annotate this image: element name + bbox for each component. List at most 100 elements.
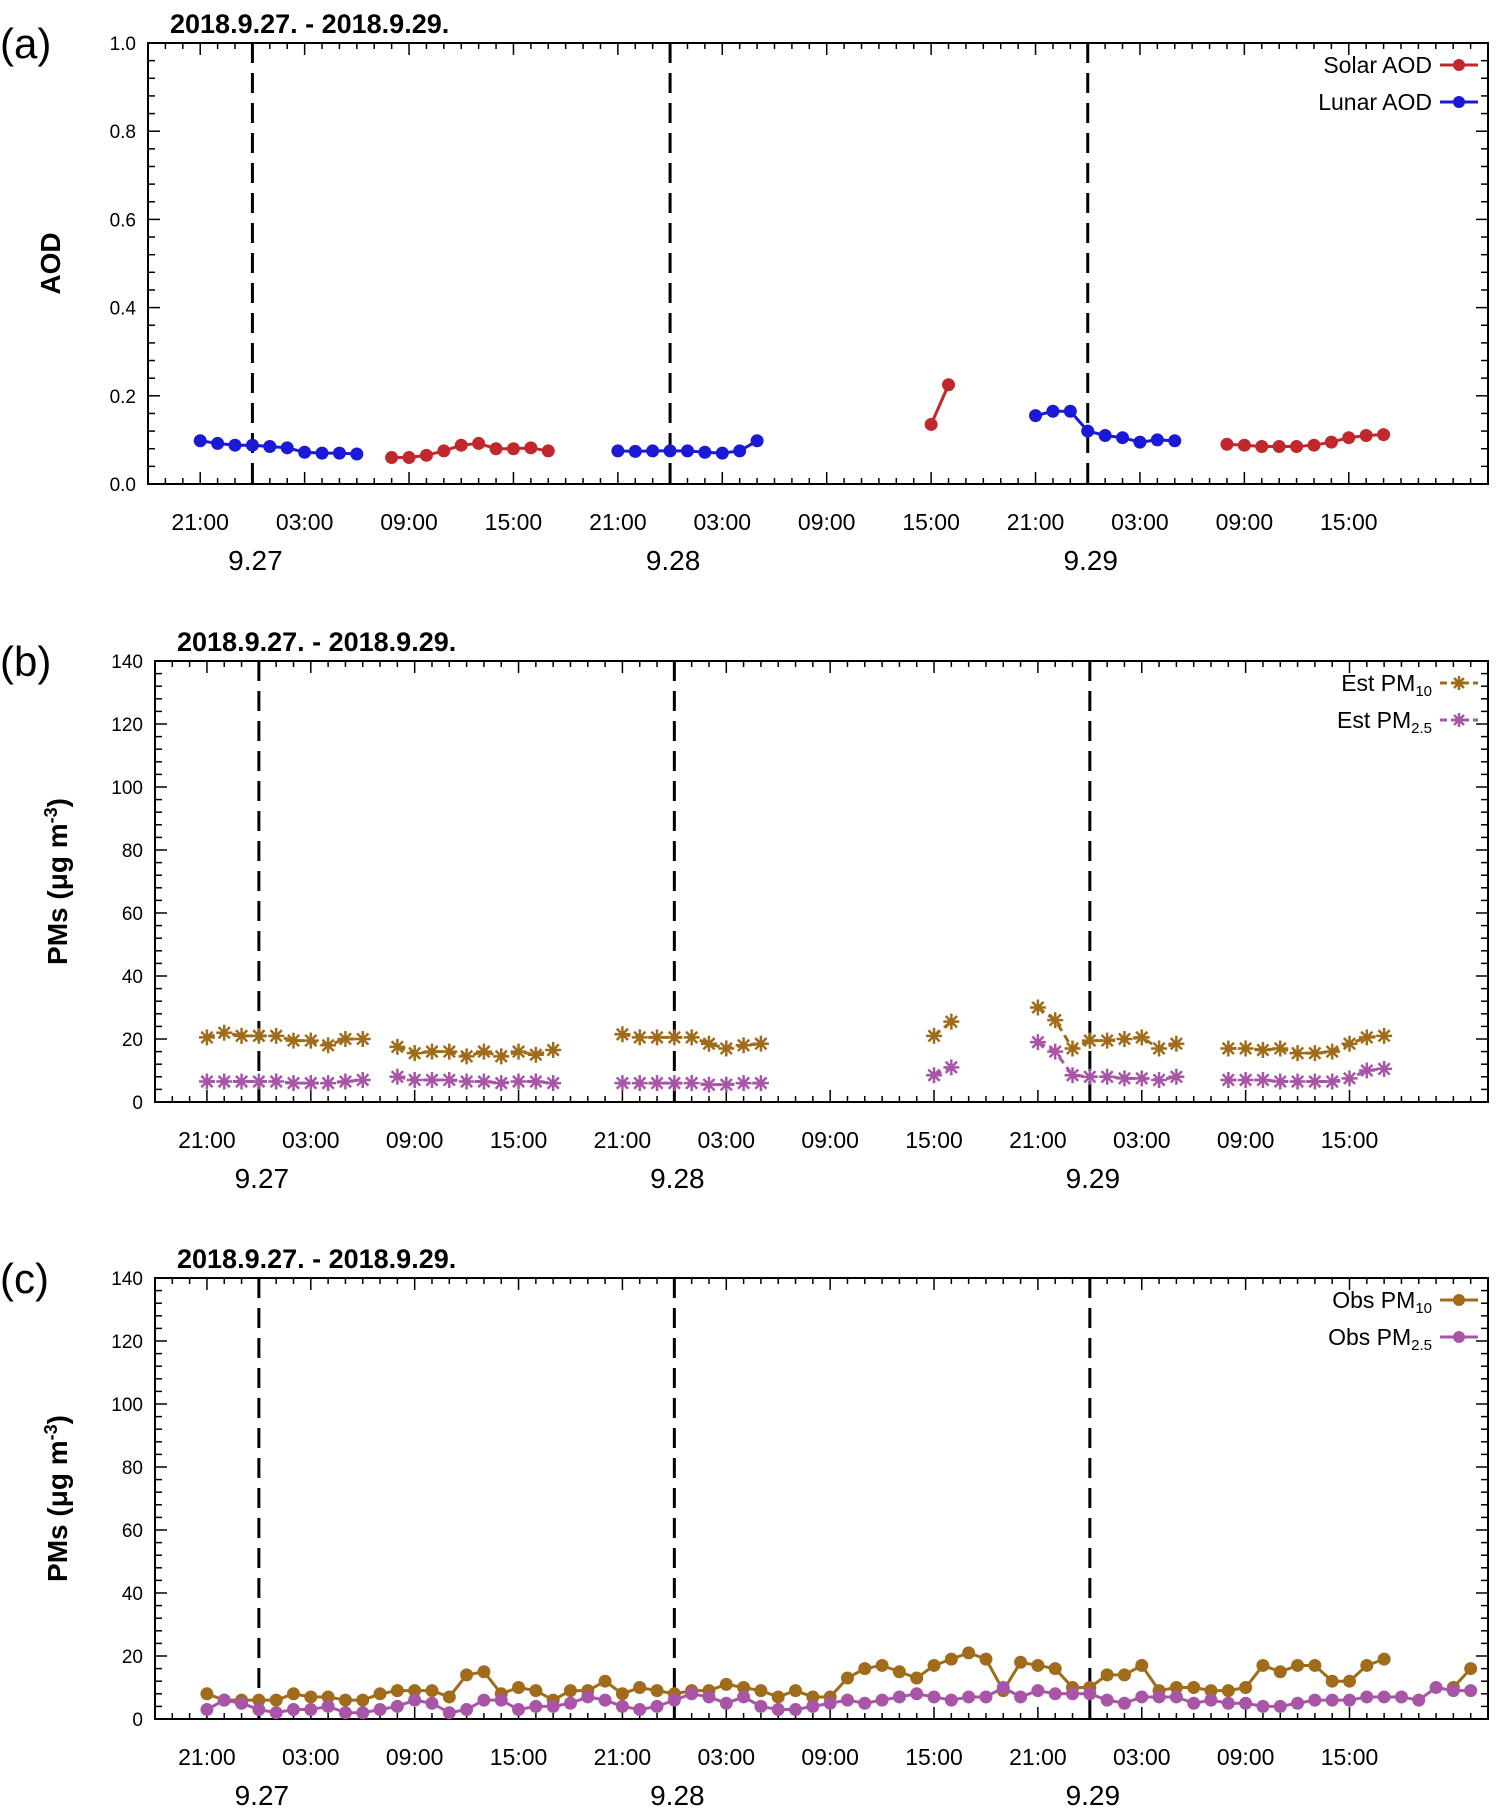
data-point: [198, 1073, 215, 1090]
plot-frame: [154, 1277, 1489, 1720]
data-point: [633, 1681, 647, 1694]
data-point: [840, 1693, 854, 1707]
data-point: [1324, 435, 1338, 449]
data-point: [633, 1703, 647, 1717]
x-tick-label: 21:00: [589, 509, 647, 535]
data-point: [1117, 1696, 1131, 1710]
x-tick-label: 09:00: [801, 1744, 859, 1770]
data-point: [217, 1693, 231, 1707]
data-point: [789, 1684, 803, 1698]
x-tick-label: 09:00: [1217, 1744, 1275, 1770]
data-point: [754, 1684, 768, 1698]
data-point: [685, 1687, 699, 1701]
data-point: [631, 1075, 648, 1092]
y-axis-label: PMs (μg m-3): [41, 1415, 73, 1582]
data-point: [321, 1690, 335, 1704]
data-point: [680, 444, 694, 458]
data-point: [942, 378, 956, 392]
data-point: [1133, 1070, 1150, 1087]
series-line: [1228, 1034, 1385, 1055]
data-point: [1306, 1045, 1323, 1062]
y-tick-label: 20: [122, 1030, 143, 1051]
data-point: [235, 1696, 249, 1710]
data-point: [1168, 1035, 1185, 1052]
data-point: [1290, 440, 1304, 454]
data-point: [423, 1071, 440, 1088]
data-point: [1308, 1693, 1322, 1707]
data-point: [1289, 1073, 1306, 1090]
data-point: [1116, 431, 1130, 445]
data-point: [458, 1073, 475, 1090]
legend-marker: [1453, 96, 1465, 108]
data-point: [545, 1042, 562, 1059]
data-point: [286, 1687, 300, 1701]
chart-title: 2018.9.27. - 2018.9.29.: [177, 627, 456, 657]
data-point: [1255, 440, 1269, 454]
data-point: [1168, 434, 1182, 448]
data-point: [700, 1076, 717, 1093]
data-point: [250, 1073, 267, 1090]
data-point: [1116, 1070, 1133, 1087]
data-point: [1324, 1043, 1341, 1060]
data-point: [752, 1075, 769, 1092]
x-tick-label: 03:00: [698, 1127, 756, 1153]
data-point: [615, 1699, 629, 1713]
chart-title: 2018.9.27. - 2018.9.29.: [177, 1244, 456, 1274]
legend-label: Est PM10: [1341, 670, 1432, 700]
data-point: [321, 1699, 335, 1713]
x-tick-label: 03:00: [276, 509, 334, 535]
data-point: [1133, 435, 1147, 449]
data-point: [927, 1690, 941, 1704]
data-point: [425, 1684, 439, 1698]
data-point: [460, 1668, 474, 1682]
series-0: Obs PM10: [200, 1287, 1478, 1707]
y-tick-label: 120: [111, 1332, 143, 1353]
data-point: [924, 417, 938, 431]
data-point: [737, 1690, 751, 1704]
data-point: [373, 1687, 387, 1701]
data-point: [1169, 1681, 1183, 1694]
data-point: [389, 1068, 406, 1085]
data-point: [1135, 1658, 1149, 1672]
data-point: [1254, 1071, 1271, 1088]
data-point: [1358, 1062, 1375, 1079]
data-point: [402, 451, 416, 465]
data-point: [1343, 1693, 1357, 1707]
y-tick-label: 120: [111, 715, 143, 736]
data-point: [910, 1671, 924, 1685]
x-tick-label: 09:00: [801, 1127, 859, 1153]
data-point: [1237, 1071, 1254, 1088]
data-point: [1325, 1674, 1339, 1688]
data-point: [1029, 1034, 1046, 1051]
data-point: [233, 1073, 250, 1090]
x-tick-label: 03:00: [1111, 509, 1169, 535]
data-point: [735, 1075, 752, 1092]
plot-frame: [154, 660, 1489, 1103]
data-point: [419, 448, 433, 462]
data-point: [1412, 1693, 1426, 1707]
data-point: [406, 1071, 423, 1088]
data-point: [1116, 1031, 1133, 1047]
data-point: [1272, 1040, 1289, 1057]
legend-label: Solar AOD: [1323, 52, 1432, 78]
y-tick-label: 100: [111, 1395, 143, 1416]
panel-b: (b) 2018.9.27. - 2018.9.29. 0 20 40 60 80 100 12…: [0, 627, 1489, 1194]
x-tick-label: 09:00: [798, 509, 856, 535]
data-point: [1394, 1690, 1408, 1704]
y-tick-label: 100: [111, 778, 143, 799]
data-point: [875, 1693, 889, 1707]
plot-frame: [147, 42, 1489, 485]
data-point: [666, 1075, 683, 1092]
data-point: [806, 1699, 820, 1713]
data-point: [320, 1075, 337, 1092]
panel-label: (c): [0, 1255, 49, 1302]
data-point: [1048, 1687, 1062, 1701]
data-point: [425, 1696, 439, 1710]
data-point: [1273, 1699, 1287, 1713]
y-tick-label: 60: [122, 904, 143, 925]
data-point: [406, 1045, 423, 1062]
data-point: [1254, 1042, 1271, 1059]
x-tick-label: 03:00: [1113, 1127, 1171, 1153]
x-tick-label: 21:00: [171, 509, 229, 535]
